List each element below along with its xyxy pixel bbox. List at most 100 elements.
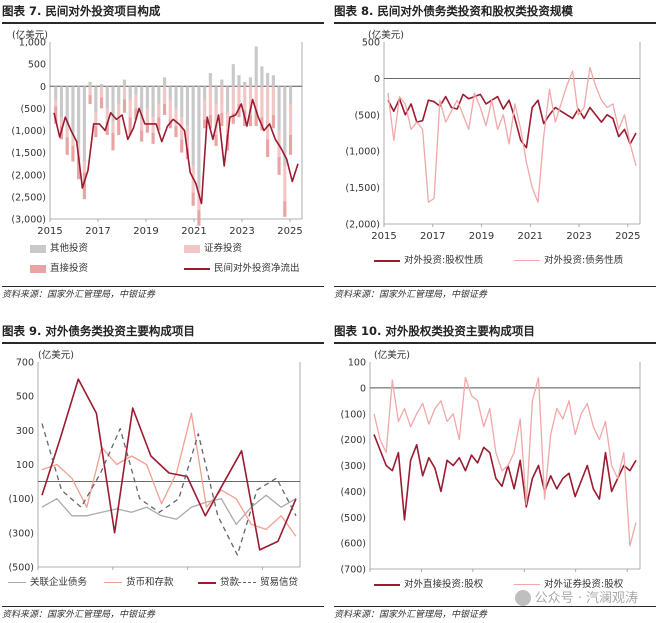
bar	[208, 115, 212, 129]
bar	[77, 157, 81, 180]
y-tick-label: 700	[16, 358, 34, 369]
y-tick-label: (1,000)	[345, 147, 380, 158]
y-tick-label: 100	[16, 460, 34, 471]
y-tick-label: (2,000)	[345, 220, 380, 231]
legend-label: 对外投资:股权性质	[404, 255, 484, 266]
chart-panel-8: 图表 8. 民间对外债务类投资和股权类投资规模 (亿美元) 500 0 (500) (1,…	[334, 2, 656, 302]
bar	[220, 86, 224, 113]
legend-swatch	[8, 582, 26, 583]
series-line	[373, 434, 637, 521]
chart-source-9: 资料来源：国家外汇管理局，中银证券	[2, 606, 324, 622]
series-line	[387, 93, 637, 149]
bar	[168, 86, 172, 100]
bar	[77, 86, 81, 144]
legend-swatch	[514, 584, 540, 585]
bar	[197, 188, 201, 211]
series-line	[41, 423, 297, 556]
bar	[214, 134, 218, 146]
bar	[203, 86, 207, 100]
chart-plot-9: (亿美元)700500300100(100)(300)(500)20222023…	[8, 349, 301, 574]
bar	[151, 117, 155, 133]
chart-source-10: 资料来源：国家外汇管理局，中银证券	[334, 606, 656, 622]
legend-item: 对外直接投资:股权	[374, 576, 483, 590]
bar	[283, 165, 287, 202]
bar	[145, 108, 149, 124]
series-line	[53, 98, 299, 205]
bar	[185, 126, 190, 149]
chart-panel-10: 图表 10. 对外股权类投资主要构成项目 (亿美元) 100 0 (100) (200)(…	[334, 322, 656, 622]
y-tick-label: 1,000	[19, 38, 46, 49]
y-tick-label: 100	[348, 358, 366, 369]
bar	[283, 201, 287, 217]
legend-swatch	[184, 244, 200, 253]
bar	[162, 103, 167, 116]
bar	[208, 72, 212, 87]
bar	[122, 99, 127, 113]
bar	[225, 86, 230, 113]
series-line	[41, 494, 297, 525]
y-tick-label: (400)	[340, 487, 366, 498]
bar	[145, 123, 149, 133]
bar	[254, 110, 258, 127]
y-tick-label: (2,000)	[11, 170, 46, 181]
y-unit-label: (亿美元)	[38, 349, 74, 361]
bar	[248, 115, 253, 127]
series-line	[373, 376, 637, 547]
legend-label: 对外投资:债务性质	[544, 255, 624, 266]
legend-label: 民间对外投资净流出	[214, 263, 300, 274]
legend-label: 关联企业债务	[30, 577, 88, 588]
legend-label: 货币和存款	[126, 577, 174, 588]
bar	[248, 86, 253, 116]
bar	[231, 112, 235, 124]
y-tick-label: 0	[360, 383, 366, 394]
bar	[191, 86, 195, 166]
y-tick-label: (200)	[340, 435, 366, 446]
y-tick-label: (600)	[340, 539, 366, 550]
bar	[174, 86, 178, 109]
x-tick-label: 2023	[229, 226, 254, 237]
bar	[243, 81, 247, 87]
bar	[157, 86, 161, 104]
bar	[231, 64, 235, 87]
bar	[65, 126, 69, 138]
chart-legend-8: 对外投资:股权性质 对外投资:债务性质	[334, 252, 656, 272]
bar	[225, 112, 230, 135]
chart-title-9: 图表 9. 对外债务类投资主要构成项目	[2, 322, 324, 344]
bar	[151, 86, 155, 118]
legend-swatch	[374, 259, 400, 262]
legend-item: 民间对外投资净流出	[184, 260, 300, 274]
chart-title-7: 图表 7. 民间对外投资项目构成	[2, 2, 324, 24]
bar	[260, 66, 264, 87]
x-tick-label: 2025	[277, 226, 302, 237]
bar	[243, 86, 247, 111]
y-tick-label: (300)	[340, 461, 366, 472]
bar	[288, 86, 293, 104]
chart-plot-7: (亿美元)1,000 500 0 (500) (1,000) (1,500) (2,000)…	[11, 29, 302, 237]
x-tick-label: 2015	[371, 231, 396, 242]
bar	[271, 86, 275, 116]
legend-swatch	[514, 260, 540, 261]
legend-item: 证券投资	[184, 240, 242, 254]
bar	[111, 86, 115, 122]
legend-item: 对外投资:债务性质	[514, 252, 623, 266]
series-line	[387, 66, 637, 203]
bar	[122, 86, 127, 100]
bar	[174, 126, 178, 138]
bar	[168, 99, 172, 120]
bar	[134, 108, 138, 120]
legend-label: 其他投资	[50, 243, 89, 254]
x-tick-label: 2015	[37, 226, 62, 237]
bar	[237, 75, 241, 87]
bar	[266, 72, 270, 87]
bar	[231, 86, 235, 113]
y-tick-label: (100)	[340, 409, 366, 420]
bar	[111, 132, 115, 151]
bar	[214, 86, 218, 104]
y-tick-label: 500	[362, 38, 380, 49]
legend-swatch	[184, 267, 210, 270]
bar	[174, 108, 178, 127]
bar	[105, 108, 109, 122]
bar	[237, 103, 241, 118]
legend-item: 贷款	[198, 574, 239, 588]
legend-label: 贷款	[220, 577, 240, 588]
